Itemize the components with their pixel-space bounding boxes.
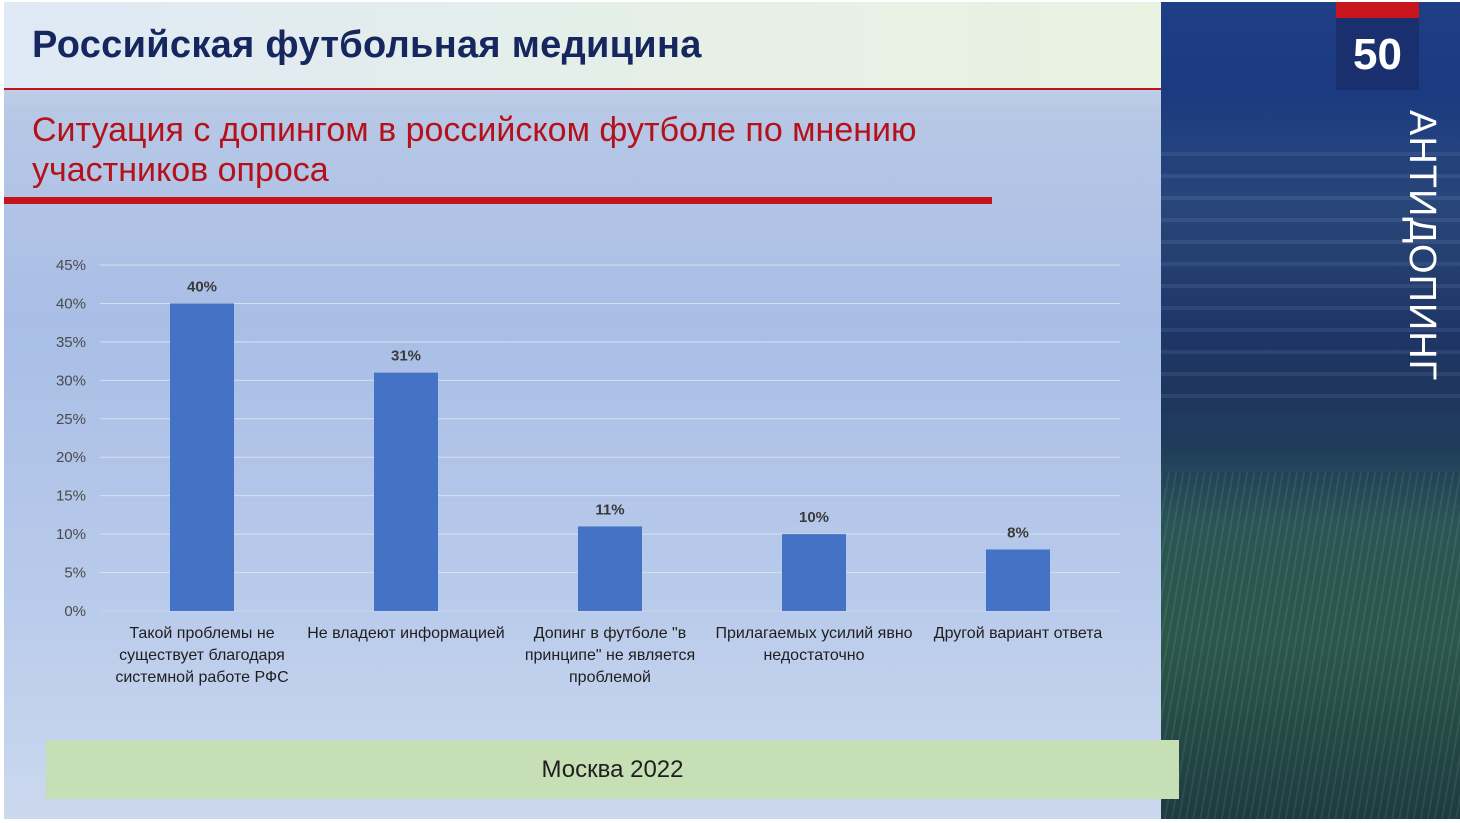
- grass-image: [1161, 472, 1460, 819]
- data-label: 40%: [187, 278, 217, 295]
- badge-red-stripe: [1336, 2, 1419, 18]
- data-labels: 40% 31% 11% 10% 8%: [187, 278, 1029, 541]
- data-label: 31%: [391, 348, 421, 365]
- subtitle-underline: [4, 197, 992, 204]
- stadium-photo-panel: [1161, 2, 1460, 819]
- x-tick-label: Допинг в футболе "в принципе" не являетс…: [524, 625, 696, 686]
- data-label: 11%: [595, 501, 624, 518]
- y-tick-label: 0%: [64, 603, 86, 620]
- data-label: 10%: [799, 509, 829, 526]
- slide-number-badge: 50: [1336, 2, 1419, 90]
- page-title: Российская футбольная медицина: [32, 24, 702, 66]
- section-label: АНТИДОПИНГ: [1401, 110, 1443, 382]
- y-tick-label: 30%: [56, 372, 86, 389]
- chart-bars: [170, 303, 1050, 611]
- bar: [986, 549, 1050, 611]
- y-tick-label: 35%: [56, 334, 86, 351]
- footer-location-year: Москва 2022: [541, 755, 684, 783]
- bar-chart: 0% 5% 10% 15% 20% 25% 30% 35% 40% 45% 40% 31% 11% 10…: [56, 257, 1120, 620]
- header-divider: [4, 88, 1460, 90]
- y-tick-label: 45%: [56, 257, 86, 274]
- y-tick-label: 20%: [56, 449, 86, 466]
- footer-bar: Москва 2022: [46, 740, 1179, 799]
- data-label: 8%: [1007, 524, 1029, 541]
- header-band: [4, 2, 1161, 88]
- bar: [578, 526, 642, 611]
- slide: Российская футбольная медицина Ситуация …: [4, 2, 1460, 819]
- x-tick-label: Такой проблемы не существует благодаря с…: [115, 625, 289, 686]
- bar: [170, 303, 234, 611]
- x-tick-label: Другой вариант ответа: [933, 625, 1103, 642]
- y-tick-label: 15%: [56, 488, 86, 505]
- y-tick-label: 10%: [56, 526, 86, 543]
- y-tick-label: 40%: [56, 295, 86, 312]
- y-tick-label: 5%: [64, 565, 86, 582]
- bar: [374, 372, 438, 611]
- x-tick-label: Не владеют информацией: [307, 625, 505, 642]
- y-tick-label: 25%: [56, 411, 86, 428]
- y-axis-ticks: 0% 5% 10% 15% 20% 25% 30% 35% 40% 45%: [56, 257, 86, 620]
- x-tick-label: Прилагаемых усилий явно недостаточно: [715, 625, 913, 664]
- chart-subtitle: Ситуация с допингом в российском футболе…: [32, 111, 917, 189]
- bar: [782, 534, 846, 611]
- stadium-stands-image: [1161, 152, 1460, 412]
- slide-number: 50: [1353, 30, 1402, 79]
